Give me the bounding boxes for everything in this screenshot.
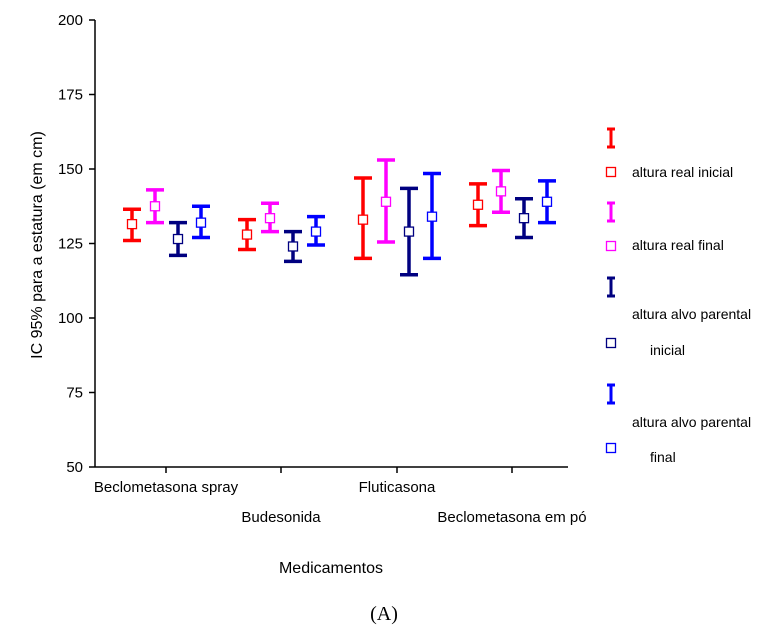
mean-marker: [241, 229, 253, 240]
legend-label: altura alvo parental: [632, 306, 751, 322]
figure-caption: (A): [370, 603, 398, 625]
mean-marker: [426, 211, 438, 222]
error-bar: [423, 171, 441, 261]
y-tick-label: 50: [66, 459, 83, 476]
mean-marker: [264, 213, 276, 224]
error-bars: [123, 158, 556, 277]
mean-marker: [287, 241, 299, 252]
error-bar: [169, 220, 187, 258]
legend: altura real inicial altura real final altu…: [605, 127, 751, 465]
error-bar: [238, 217, 256, 252]
mean-marker: [541, 196, 553, 207]
error-bar: [400, 186, 418, 277]
y-tick-label: 150: [58, 161, 83, 178]
error-bar: [261, 201, 279, 234]
y-tick-label: 125: [58, 236, 83, 253]
error-bar: [377, 158, 395, 244]
legend-entry: altura alvo parental inicial: [605, 276, 751, 358]
y-tick-label: 200: [58, 12, 83, 29]
x-tick-label: Beclometasona spray: [94, 479, 239, 496]
x-axis-title: Medicamentos: [279, 560, 383, 577]
mean-marker: [403, 226, 415, 237]
mean-marker: [126, 218, 138, 230]
legend-marker-icon: [605, 166, 617, 178]
y-tick-label: 100: [58, 310, 83, 327]
axes: [94, 20, 568, 468]
y-axis-title: IC 95% para a estatura (em cm): [29, 131, 46, 359]
error-bar: [146, 188, 164, 225]
legend-marker-icon: [605, 240, 617, 252]
error-bar: [284, 229, 302, 264]
x-tick-label: Fluticasona: [359, 479, 436, 496]
legend-entry: altura real inicial: [605, 127, 733, 180]
mean-marker: [518, 213, 530, 224]
y-axis-ticks: 50 75 100 125 150 175 200: [58, 12, 95, 476]
mean-marker: [380, 196, 392, 207]
error-bar: [307, 214, 325, 247]
legend-label: final: [650, 449, 676, 465]
error-bar: [354, 176, 372, 261]
error-bar: [192, 204, 210, 240]
legend-marker-icon: [605, 442, 617, 454]
error-bar: [538, 179, 556, 225]
legend-label: inicial: [650, 342, 685, 358]
y-tick-label: 175: [58, 87, 83, 104]
legend-marker-icon: [605, 337, 617, 349]
mean-marker: [495, 186, 507, 197]
mean-marker: [195, 217, 207, 228]
mean-marker: [472, 199, 484, 210]
error-bar: [469, 182, 487, 228]
mean-marker: [172, 233, 184, 245]
mean-marker: [310, 226, 322, 237]
y-tick-label: 75: [66, 385, 83, 402]
x-tick-label: Beclometasona em pó: [437, 509, 586, 526]
legend-entry: altura real final: [605, 201, 724, 253]
legend-label: altura alvo parental: [632, 414, 751, 430]
legend-label: altura real final: [632, 237, 724, 253]
mean-marker: [149, 201, 161, 212]
error-bar: [123, 207, 141, 243]
legend-label: altura real inicial: [632, 164, 733, 180]
legend-entry: altura alvo parental final: [605, 383, 751, 465]
error-bar: [492, 168, 510, 214]
error-bar: [515, 197, 533, 240]
mean-marker: [357, 214, 369, 225]
x-tick-label: Budesonida: [241, 509, 321, 526]
